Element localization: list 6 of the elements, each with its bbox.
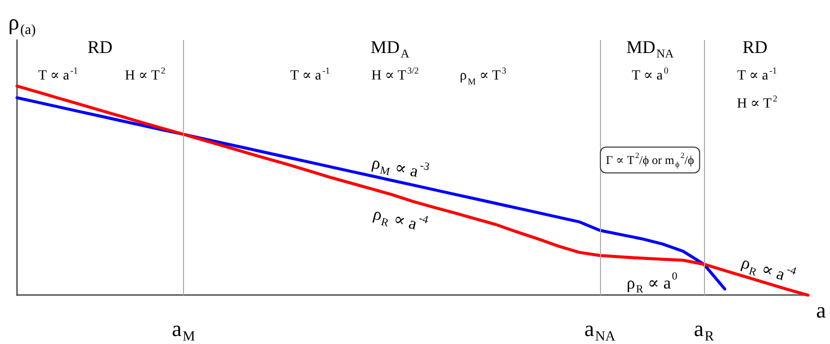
annotation: ρR ∝ a-4	[739, 252, 798, 284]
text: RD	[742, 37, 768, 57]
text: RD	[87, 37, 113, 57]
text: ρM ∝ a-3	[370, 153, 431, 182]
text: ρR ∝ a-4	[371, 204, 430, 234]
x-axis-title: a	[816, 298, 826, 322]
